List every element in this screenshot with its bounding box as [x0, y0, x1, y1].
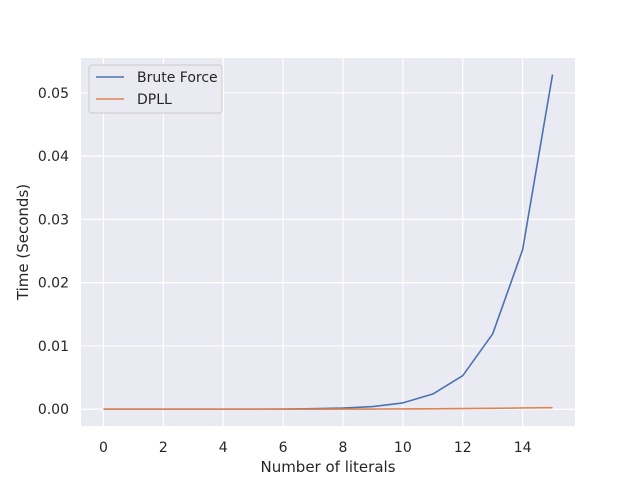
series-layer: [103, 74, 554, 411]
x-tick-label: 6: [279, 440, 288, 456]
legend-label-brute-force: Brute Force: [137, 70, 218, 86]
y-tick-label: 0.04: [38, 149, 69, 165]
y-axis-label: Time (Seconds): [14, 184, 32, 301]
x-tick-label: 14: [514, 440, 532, 456]
x-tick-label: 8: [339, 440, 348, 456]
series-line-dpll: [103, 406, 553, 411]
y-axis-ticks: 0.00 0.01 0.02 0.03 0.04 0.05: [38, 86, 69, 418]
x-axis-label: Number of literals: [260, 458, 395, 476]
y-tick-label: 0.01: [38, 339, 69, 355]
x-tick-label: 10: [394, 440, 412, 456]
legend-label-dpll: DPLL: [137, 92, 172, 108]
y-tick-label: 0.03: [38, 212, 69, 228]
x-axis-ticks: 0 2 4 6 8 10 12 14: [99, 440, 532, 456]
y-tick-label: 0.05: [38, 86, 69, 102]
x-tick-label: 2: [159, 440, 168, 456]
y-tick-label: 0.00: [38, 402, 69, 418]
x-tick-label: 0: [99, 440, 108, 456]
legend: Brute Force DPLL: [88, 64, 223, 114]
x-tick-label: 12: [454, 440, 472, 456]
y-tick-label: 0.02: [38, 276, 69, 292]
x-tick-label: 4: [219, 440, 228, 456]
